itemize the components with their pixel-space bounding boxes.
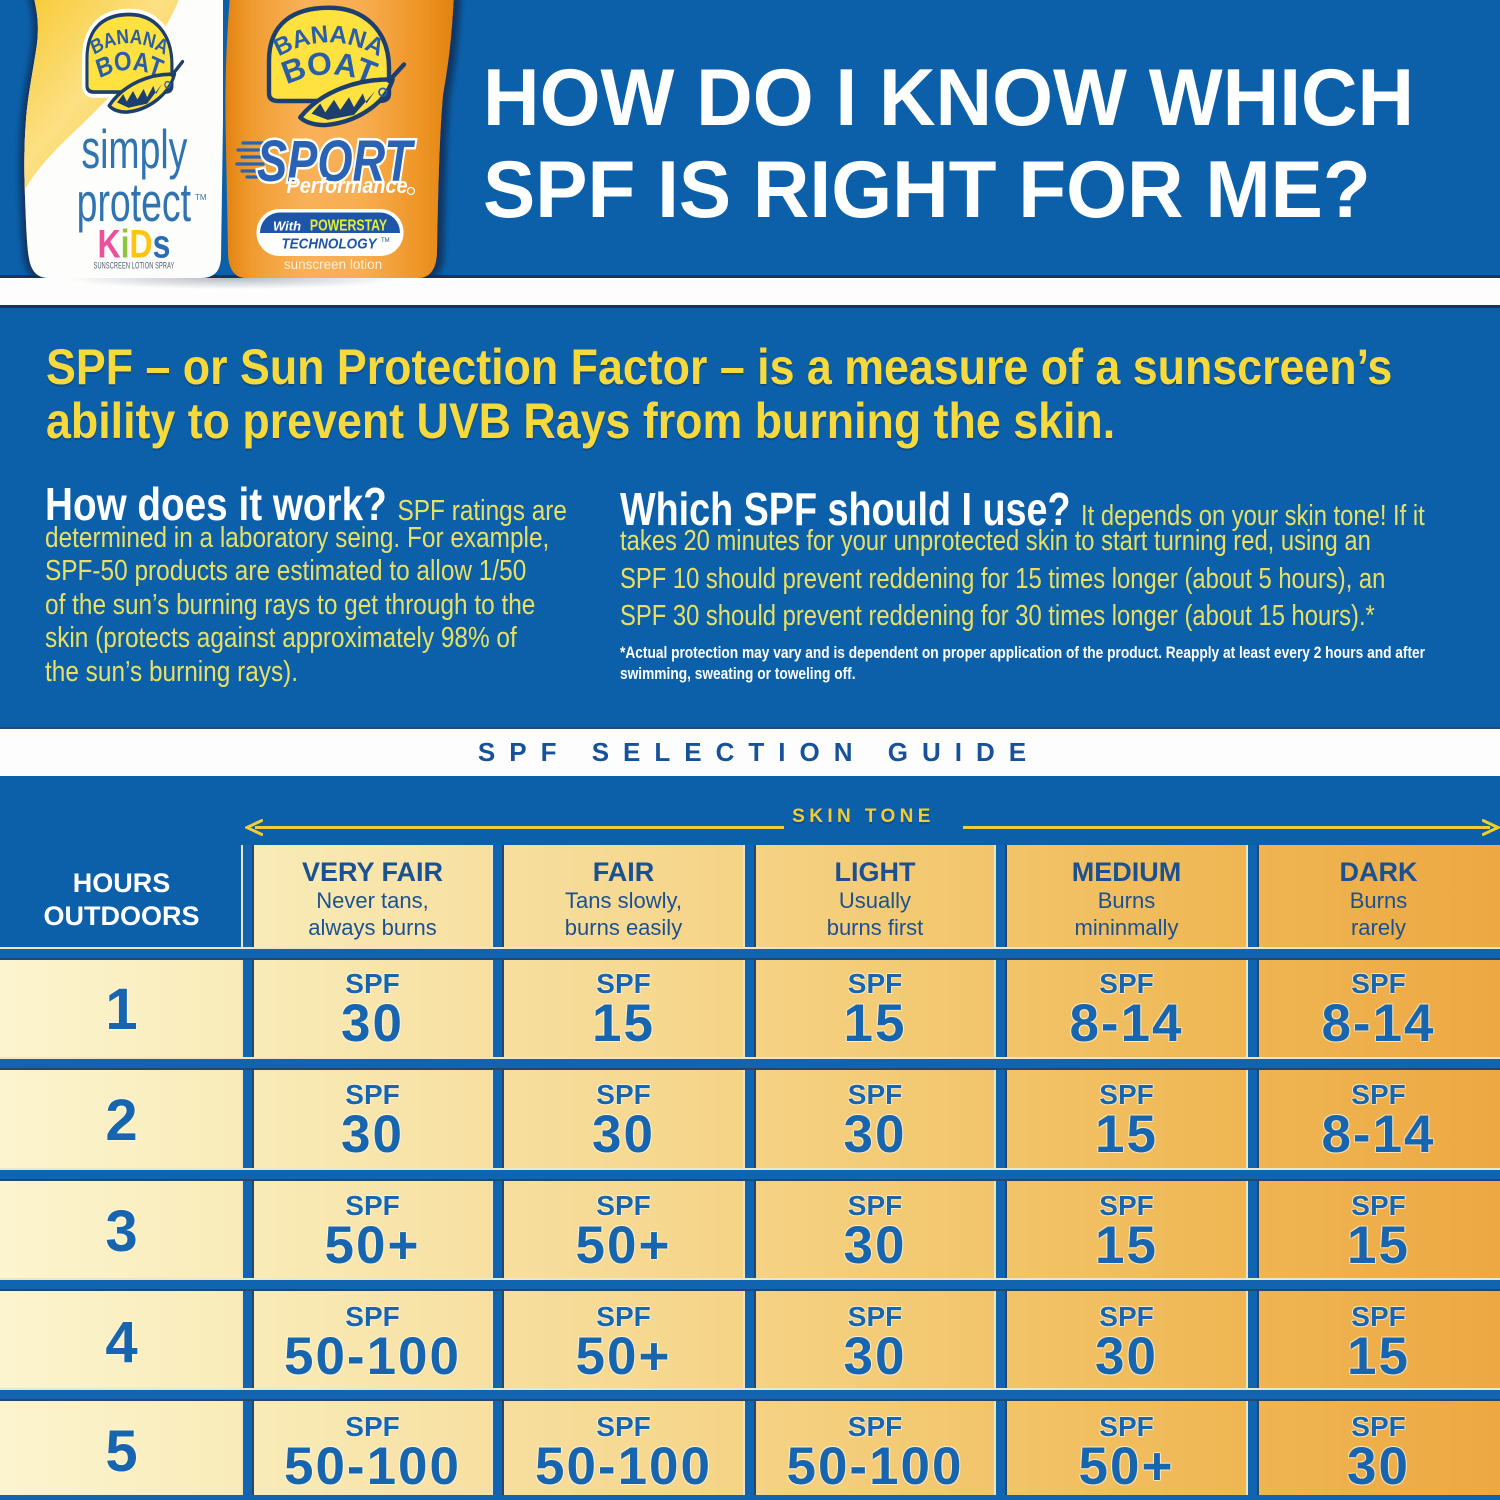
svg-text:simply: simply — [81, 118, 187, 180]
svg-text:sunscreen lotion: sunscreen lotion — [284, 257, 382, 272]
svg-text:KiDs: KiDs — [98, 221, 171, 266]
svg-text:SPORT: SPORT — [257, 130, 416, 195]
svg-text:Performance: Performance — [287, 174, 408, 198]
svg-text:TM: TM — [381, 238, 390, 244]
svg-text:With: With — [273, 219, 301, 234]
svg-text:TECHNOLOGY: TECHNOLOGY — [281, 236, 378, 253]
svg-text:SUNSCREEN LOTION SPRAY: SUNSCREEN LOTION SPRAY — [94, 260, 175, 271]
svg-text:TM: TM — [195, 193, 207, 202]
svg-text:protect: protect — [77, 171, 191, 233]
svg-text:POWERSTAY: POWERSTAY — [310, 217, 388, 235]
